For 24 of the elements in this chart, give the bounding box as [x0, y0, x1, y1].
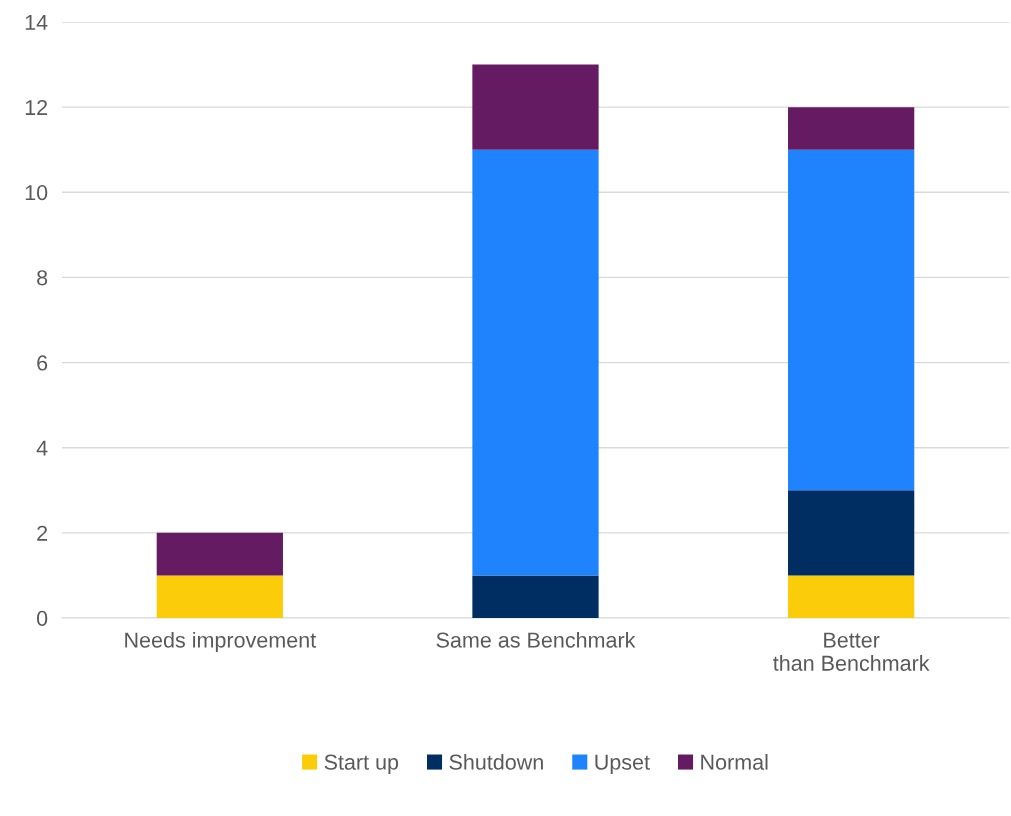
y-tick-label: 4	[36, 440, 48, 456]
x-tick-label: Needs improvement	[125, 631, 316, 652]
bar	[788, 149, 915, 491]
y-tick-label: 6	[37, 355, 48, 371]
bar	[156, 575, 283, 618]
bar	[788, 107, 915, 150]
bar	[788, 490, 915, 576]
bar	[156, 532, 283, 576]
legend-label: Upset	[595, 754, 650, 775]
x-tick-label: Same as Benchmark	[436, 631, 636, 648]
bar	[788, 575, 915, 618]
y-tick-label: 8	[37, 270, 48, 286]
y-tick-label: 0	[36, 610, 48, 627]
bar	[472, 64, 599, 150]
y-tick-label: 2	[37, 525, 48, 541]
bar	[472, 149, 599, 576]
legend-label: Start up	[324, 754, 399, 775]
y-tick-label: 14	[25, 14, 48, 30]
bar	[472, 575, 599, 618]
legend-label: Shutdown	[449, 753, 543, 770]
legend-label: Normal	[701, 753, 768, 770]
y-tick-label: 10	[25, 185, 48, 201]
y-tick-label: 12	[25, 99, 48, 115]
x-tick-label: Better than Benchmark	[773, 632, 930, 671]
